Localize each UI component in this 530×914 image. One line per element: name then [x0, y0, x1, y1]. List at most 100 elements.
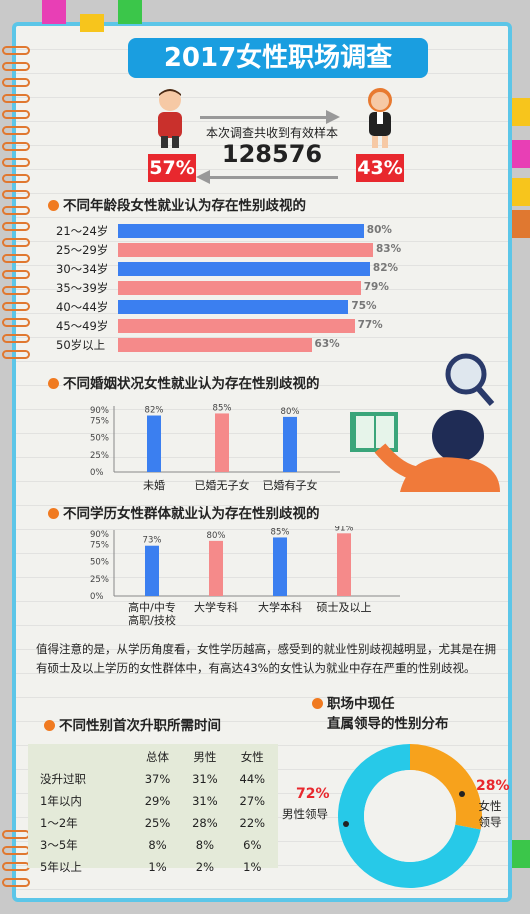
male-percentage: 57%: [148, 154, 196, 182]
arrow-right-head-icon: [326, 110, 340, 124]
table-cell: 1年以内: [40, 794, 82, 808]
side-tab: [512, 98, 530, 126]
bar-value-label: 80%: [281, 407, 300, 417]
marriage-bar-chart: 90%75% 50% 25% 0% 82% 未婚 85% 已婚无子女 80% 已婚有子女: [90, 403, 340, 492]
survey-text: 本次调查共收到有效样本: [205, 126, 338, 140]
female-percentage: 43%: [356, 154, 404, 182]
age-category-label: 40～44岁: [56, 300, 109, 314]
bullet-dot: [48, 508, 59, 519]
age-bar: [118, 262, 370, 276]
note-paragraph: 值得注意的是，从学历角度看，女性学历越高，感受到的就业性别歧视越明显，尤其是在拥…: [36, 642, 496, 675]
female-leader-label-line: 领导: [478, 815, 502, 829]
bar-value-label: 85%: [271, 527, 290, 537]
section-title-promotion-text: 不同性别首次升职所需时间: [59, 718, 221, 734]
table-cell: 8%: [148, 838, 167, 852]
spiral-ring: [2, 94, 30, 103]
spiral-ring: [2, 878, 30, 887]
bar: [283, 416, 297, 472]
table-cell: 31%: [192, 772, 218, 786]
age-bar-value: 82%: [372, 262, 399, 274]
age-bar: [118, 243, 373, 257]
y-tick-label: 0%: [90, 468, 104, 478]
spiral-ring: [2, 46, 30, 55]
table-background: [28, 744, 278, 868]
section-title-marriage: 不同婚姻状况女性就业认为存在性别歧视的: [48, 372, 320, 392]
age-bar: [118, 319, 355, 333]
table-header-cell: [30, 746, 134, 768]
table-header-row: 总体 男性 女性: [30, 746, 276, 768]
bar: [215, 413, 229, 472]
spiral-ring: [2, 302, 30, 311]
category-label: 硕士及以上: [317, 601, 372, 614]
y-tick-label: 90%: [90, 406, 109, 416]
spiral-ring: [2, 206, 30, 215]
table-cell: 没升过职: [40, 772, 86, 786]
age-bar-value: 79%: [363, 281, 389, 293]
y-tick-label: 0%: [90, 592, 104, 602]
category-label: 已婚无子女: [195, 478, 250, 492]
table-cell: 29%: [144, 794, 171, 808]
table-cell: 44%: [239, 772, 266, 786]
bar: [145, 545, 159, 596]
table-row: 1年以内 29% 31% 27%: [30, 790, 276, 812]
table-cell: 37%: [144, 772, 171, 786]
table-cell: 3～5年: [40, 838, 78, 852]
spiral-ring: [2, 318, 30, 327]
spiral-ring: [2, 846, 30, 855]
table-row: 5年以上 1% 2% 1%: [30, 856, 276, 878]
spiral-ring: [2, 78, 30, 87]
section-title-age: 不同年龄段女性就业认为存在性别歧视的: [48, 194, 306, 214]
callout-dot: [459, 791, 465, 797]
category-label: 未婚: [143, 478, 165, 492]
bar-value-label: 91%: [335, 526, 354, 533]
y-tick-label: 90%: [90, 530, 109, 540]
male-figure-icon: [158, 89, 182, 148]
donut-hole: [364, 770, 456, 862]
age-bar-value: 77%: [357, 319, 383, 331]
section-title-age-text: 不同年龄段女性就业认为存在性别歧视的: [63, 198, 306, 214]
section-title-leader-line1: 职场中现任: [327, 696, 395, 712]
spiral-ring: [2, 830, 30, 839]
page-title: 2017女性职场调查: [128, 38, 428, 78]
age-bar-value: 80%: [366, 224, 392, 236]
donut-slice: [338, 744, 481, 888]
age-category-label: 30～34岁: [56, 262, 109, 276]
female-leader-label: 女性 领导: [478, 798, 502, 830]
table-cell: 8%: [195, 838, 215, 852]
category-label: 大学本科: [258, 600, 302, 614]
bar-value-label: 73%: [143, 536, 162, 546]
female-leader-pct: 28%: [476, 778, 510, 794]
side-tab: [512, 178, 530, 206]
category-label: 高职/技校: [128, 613, 176, 627]
section-title-marriage-text: 不同婚姻状况女性就业认为存在性别歧视的: [63, 376, 320, 392]
spiral-ring: [2, 350, 30, 359]
callout-dot: [343, 821, 349, 827]
spiral-ring: [2, 174, 30, 183]
spiral-ring: [2, 286, 30, 295]
age-category-label: 25～29岁: [56, 243, 109, 257]
side-tab: [512, 840, 530, 868]
age-bar: [118, 300, 349, 314]
spiral-ring: [2, 62, 30, 71]
table-cell: 1%: [243, 860, 262, 874]
bullet-dot: [312, 698, 323, 709]
age-category-label: 21～24岁: [56, 224, 109, 238]
category-label: 高中/中专: [128, 600, 176, 614]
y-tick-label: 75%: [90, 540, 109, 550]
bar: [209, 540, 223, 596]
category-label: 大学专科: [194, 600, 238, 614]
male-leader-pct: 72%: [296, 786, 330, 802]
bullet-dot: [44, 720, 55, 731]
age-bar: [118, 224, 364, 238]
table-cell: 1～2年: [40, 816, 78, 830]
table-cell: 31%: [192, 794, 218, 808]
arrow-left-head-icon: [196, 170, 210, 184]
donut-slice: [410, 744, 482, 830]
female-figure-icon: [368, 88, 392, 148]
table-cell: 1%: [148, 860, 167, 874]
y-tick-label: 25%: [90, 451, 109, 461]
age-bar: [118, 281, 361, 295]
table-cell: 5年以上: [40, 860, 82, 874]
age-category-label: 45～49岁: [56, 319, 109, 333]
bookmark-tab: [42, 0, 66, 24]
